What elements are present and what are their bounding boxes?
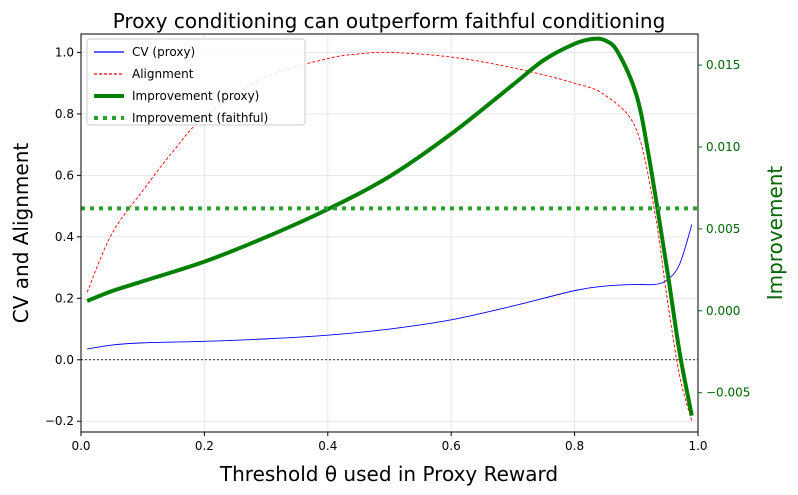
y-axis-right-label: Improvement [763, 166, 787, 301]
y-right-tick-label: 0.000 [706, 304, 740, 318]
series-line-cv-proxy [87, 224, 693, 350]
x-tick-label: 0.2 [195, 439, 214, 453]
y-left-tick-label: 0.8 [55, 107, 74, 121]
y-axis-left-label: CV and Alignment [9, 143, 33, 324]
legend-label-improvement-proxy: Improvement (proxy) [132, 89, 259, 103]
y-right-tick-label: 0.010 [706, 140, 740, 154]
legend-label-alignment: Alignment [132, 67, 194, 81]
y-axis-right: −0.005 0.000 0.005 0.010 0.015 [698, 58, 750, 400]
y-right-tick-label: 0.005 [706, 222, 740, 236]
chart-title: Proxy conditioning can outperform faithf… [113, 9, 666, 33]
y-axis-left: −0.2 0.0 0.2 0.4 0.6 0.8 1.0 [45, 45, 81, 428]
x-axis: 0.0 0.2 0.4 0.6 0.8 1.0 [71, 432, 708, 453]
y-right-tick-label: −0.005 [706, 386, 750, 400]
legend-label-improvement-faithful: Improvement (faithful) [132, 111, 268, 125]
y-right-tick-label: 0.015 [706, 58, 740, 72]
x-tick-label: 1.0 [688, 439, 707, 453]
y-left-tick-label: −0.2 [45, 414, 74, 428]
x-tick-label: 0.6 [442, 439, 461, 453]
y-left-tick-label: 0.6 [55, 168, 74, 182]
y-left-tick-label: 0.0 [55, 353, 74, 367]
plot-frame [80, 33, 699, 433]
series-line-improvement-proxy [86, 36, 694, 417]
x-tick-label: 0.4 [318, 439, 337, 453]
x-tick-label: 0.8 [565, 439, 584, 453]
series-layer [81, 36, 698, 422]
y-left-tick-label: 0.2 [55, 291, 74, 305]
y-left-tick-label: 0.4 [55, 230, 74, 244]
series-line-alignment [86, 51, 693, 422]
legend-label-cv-proxy: CV (proxy) [132, 45, 195, 59]
legend-box [86, 38, 306, 126]
legend: CV (proxy) Alignment Improvement (proxy) Im… [86, 38, 306, 126]
x-axis-label: Threshold θ used in Proxy Reward [219, 462, 558, 486]
y-left-tick-label: 1.0 [55, 45, 74, 59]
x-tick-label: 0.0 [71, 439, 90, 453]
